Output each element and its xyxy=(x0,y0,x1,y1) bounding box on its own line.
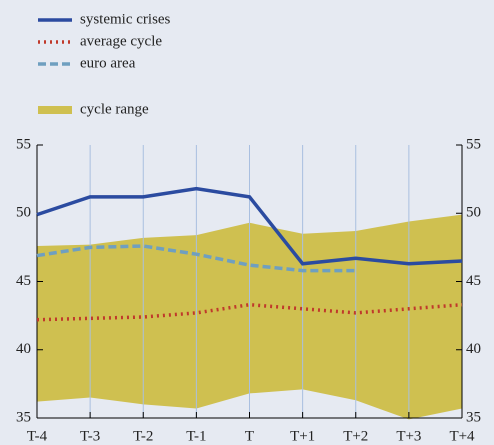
y-tick-label: 35 xyxy=(16,409,31,425)
y-tick-label: 50 xyxy=(16,205,31,221)
x-tick-label: T-2 xyxy=(133,428,153,444)
x-tick-label: T-3 xyxy=(80,428,100,444)
y-tick-label: 50 xyxy=(466,205,481,221)
x-tick-label: T-1 xyxy=(186,428,206,444)
y-tick-label: 40 xyxy=(16,341,31,357)
y-tick-label: 35 xyxy=(466,409,481,425)
x-tick-label: T xyxy=(245,428,254,444)
y-tick-label: 55 xyxy=(466,136,481,152)
series-line xyxy=(36,186,463,266)
y-tick-label: 45 xyxy=(466,273,481,289)
x-tick-label: T+1 xyxy=(290,428,315,444)
legend-label: euro area xyxy=(80,55,136,71)
legend-swatch xyxy=(38,106,72,114)
y-tick-label: 45 xyxy=(16,273,31,289)
series-line xyxy=(36,244,356,273)
y-tick-label: 55 xyxy=(16,136,31,152)
y-tick-label: 40 xyxy=(466,341,481,357)
legend-label: average cycle xyxy=(80,33,162,49)
series-line xyxy=(36,302,463,322)
x-tick-label: T+4 xyxy=(449,428,475,444)
legend-label: systemic crises xyxy=(80,11,171,27)
x-tick-label: T+2 xyxy=(343,428,368,444)
legend-label: cycle range xyxy=(80,101,149,117)
x-tick-label: T+3 xyxy=(396,428,421,444)
x-tick-label: T-4 xyxy=(27,428,48,444)
